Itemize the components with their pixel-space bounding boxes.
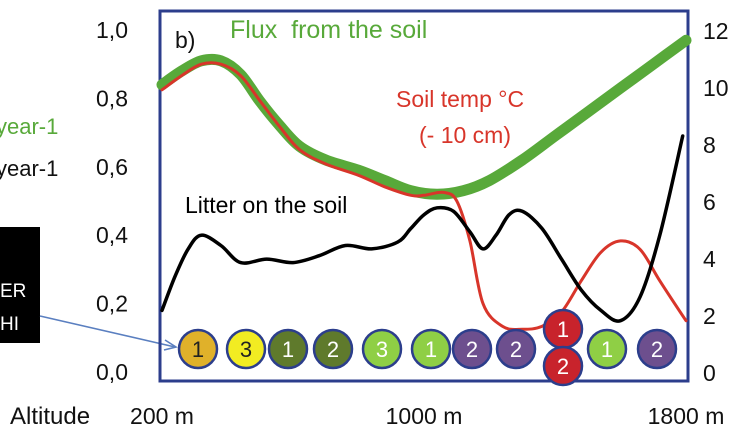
marker-circle: 2 xyxy=(542,345,584,387)
marker-circle: 1 xyxy=(177,328,219,370)
series-layer xyxy=(156,34,692,332)
marker-circle: 2 xyxy=(636,328,678,370)
left-tick-label: 0,6 xyxy=(96,154,128,180)
x-tick-label: 200 m xyxy=(130,403,194,429)
x-axis-ticks: 200 m 1000 m 1800 m xyxy=(130,403,724,429)
left-box-line-2: ER xyxy=(0,281,26,302)
right-tick-label: 2 xyxy=(703,303,716,329)
marker-label: 3 xyxy=(240,337,252,362)
marker-row: 1 3 1 2 3 1 2 2 1 2 1 2 xyxy=(177,308,678,387)
series-line-soil-temp xyxy=(160,61,688,332)
marker-label: 2 xyxy=(510,337,522,362)
annotation-litter: Litter on the soil xyxy=(185,192,347,218)
marker-circle: 2 xyxy=(312,328,354,370)
left-tick-label: 0,4 xyxy=(96,222,128,248)
marker-label: 1 xyxy=(425,337,437,362)
marker-label: 1 xyxy=(601,337,613,362)
series-line-litter xyxy=(160,134,685,323)
marker-label: 1 xyxy=(557,317,569,342)
right-tick-label: 4 xyxy=(703,246,716,272)
marker-circle: 1 xyxy=(410,328,452,370)
series-line-flux xyxy=(156,34,692,200)
marker-circle: 1 xyxy=(542,308,584,350)
marker-circle: 1 xyxy=(267,328,309,370)
left-tick-label: 0,2 xyxy=(96,291,128,317)
marker-label: 3 xyxy=(376,337,388,362)
left-tick-label: 0,8 xyxy=(96,85,128,111)
panel-label: b) xyxy=(175,27,195,53)
marker-circle: 1 xyxy=(586,328,628,370)
right-tick-label: 12 xyxy=(703,18,729,44)
annotation-flux: Flux from the soil xyxy=(230,16,427,44)
left-tick-label: 1,0 xyxy=(96,17,128,43)
x-axis-title: Altitude xyxy=(10,403,90,430)
marker-label: 1 xyxy=(282,337,294,362)
annotation-soil-temp: Soil temp °C xyxy=(396,86,524,112)
left-axis-ticks: 0,0 0,2 0,4 0,6 0,8 1,0 xyxy=(96,17,128,385)
right-tick-label: 6 xyxy=(703,189,716,215)
marker-circle: 2 xyxy=(495,328,537,370)
plot-frame xyxy=(158,9,690,383)
truncated-left-label-1: year-1 xyxy=(0,114,58,139)
right-tick-label: 10 xyxy=(703,75,729,101)
marker-label: 2 xyxy=(466,337,478,362)
left-tick-label: 0,0 xyxy=(96,359,128,385)
right-axis-ticks: 0 2 4 6 8 10 12 xyxy=(703,18,729,386)
marker-label: 2 xyxy=(327,337,339,362)
right-tick-label: 8 xyxy=(703,132,716,158)
x-tick-label: 1000 m xyxy=(386,403,463,429)
marker-label: 1 xyxy=(192,337,204,362)
marker-circle: 3 xyxy=(361,328,403,370)
left-box-line-3: HI xyxy=(0,314,19,335)
marker-label: 2 xyxy=(651,337,663,362)
marker-label: 2 xyxy=(557,354,569,379)
truncated-left-label-2: year-1 xyxy=(0,156,58,181)
annotation-soil-depth: (- 10 cm) xyxy=(419,122,511,148)
marker-circle: 3 xyxy=(225,328,267,370)
left-black-box: ER HI xyxy=(0,227,40,343)
right-tick-label: 0 xyxy=(703,360,716,386)
pointer-arrow xyxy=(39,315,179,351)
marker-circle: 2 xyxy=(451,328,493,370)
x-tick-label: 1800 m xyxy=(648,403,725,429)
